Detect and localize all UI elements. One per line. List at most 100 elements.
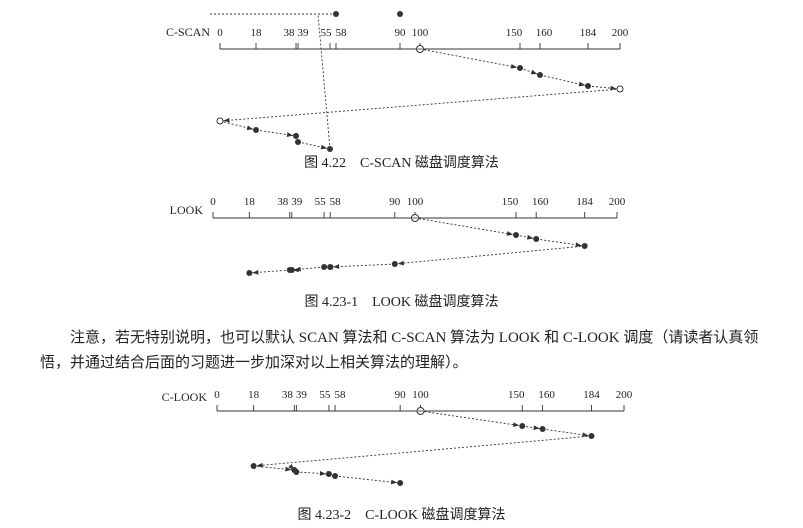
request-point bbox=[397, 11, 403, 17]
seek-segment bbox=[419, 48, 518, 68]
request-point bbox=[332, 473, 339, 479]
cscan-caption: 图 4.22 C-SCAN 磁盘调度算法 bbox=[304, 156, 499, 171]
tick-label: 160 bbox=[538, 389, 555, 401]
request-point bbox=[588, 433, 595, 439]
seek-arrowhead bbox=[390, 479, 398, 485]
request-point bbox=[513, 232, 519, 238]
note-paragraph: 注意，若无特别说明，也可以默认 SCAN 算法和 C-SCAN 算法为 LOOK… bbox=[40, 326, 770, 376]
request-point bbox=[286, 267, 293, 273]
seek-arrowhead bbox=[533, 425, 540, 431]
seek-arrowhead bbox=[292, 267, 299, 273]
seek-arrowhead bbox=[510, 63, 518, 69]
tick-label: 200 bbox=[609, 196, 626, 208]
request-point bbox=[246, 270, 253, 276]
boundary-point bbox=[616, 85, 624, 93]
look-caption: 图 4.23-1 LOOK 磁盘调度算法 bbox=[304, 295, 499, 310]
tick-label: 0 bbox=[210, 196, 216, 208]
tick-label: 90 bbox=[395, 27, 407, 39]
tick-label: 150 bbox=[502, 196, 519, 208]
tick-label: 90 bbox=[389, 196, 401, 208]
seek-segment bbox=[397, 245, 585, 265]
seek-segment bbox=[515, 234, 534, 239]
look-diagram: LOOK 0 18 38 39 55 58 90 100 150 160 184 200 bbox=[170, 196, 626, 276]
seek-segment bbox=[542, 428, 589, 437]
seek-arrowhead bbox=[578, 81, 586, 87]
tick-label: 200 bbox=[612, 27, 629, 39]
tick-label: 184 bbox=[580, 27, 597, 39]
cscan-diagram: C-SCAN 0 18 38 39 55 58 90 100 150 160 184 200 bbox=[166, 11, 629, 152]
tick-label: 55 bbox=[315, 196, 327, 208]
clook-diagram: C-LOOK 0 18 38 39 55 58 90 100 150 160 184 200 bbox=[162, 389, 633, 486]
seek-segment bbox=[587, 85, 617, 90]
seek-segment bbox=[539, 74, 586, 86]
request-point bbox=[321, 264, 328, 270]
seek-arrowhead bbox=[512, 422, 520, 428]
seek-arrowhead bbox=[286, 132, 294, 138]
scheme-label: C-LOOK bbox=[162, 390, 208, 404]
request-point bbox=[517, 65, 523, 71]
tick-label: 0 bbox=[217, 27, 223, 39]
tick-label: 39 bbox=[296, 389, 308, 401]
seek-arrowhead bbox=[333, 264, 340, 269]
tick-label: 55 bbox=[319, 389, 331, 401]
request-point bbox=[327, 146, 333, 152]
seek-segment bbox=[519, 67, 538, 75]
seek-arrowhead bbox=[397, 260, 404, 266]
seek-segment bbox=[414, 217, 514, 235]
request-point bbox=[539, 426, 546, 432]
tick-label: 18 bbox=[248, 389, 260, 401]
seek-arrowhead bbox=[223, 117, 230, 123]
tick-label: 58 bbox=[336, 27, 348, 39]
tick-label: 18 bbox=[251, 27, 263, 39]
scheme-label: C-SCAN bbox=[166, 25, 210, 39]
seek-arrowhead bbox=[319, 471, 326, 476]
seek-segment bbox=[420, 410, 520, 427]
tick-label: 150 bbox=[506, 27, 523, 39]
seek-arrowhead bbox=[575, 242, 582, 248]
seek-arrowhead bbox=[252, 269, 259, 275]
tick-label: 100 bbox=[412, 389, 429, 401]
seek-segment bbox=[256, 435, 592, 467]
tick-label: 38 bbox=[282, 389, 294, 401]
seek-arrowhead bbox=[506, 231, 514, 236]
tick-label: 18 bbox=[244, 196, 256, 208]
request-point bbox=[293, 133, 299, 139]
tick-label: 160 bbox=[536, 27, 553, 39]
request-point bbox=[391, 261, 398, 267]
request-point bbox=[327, 264, 334, 270]
request-point bbox=[397, 480, 404, 486]
tick-label: 58 bbox=[335, 389, 347, 401]
tick-label: 184 bbox=[576, 196, 593, 208]
seek-segment bbox=[333, 263, 395, 268]
request-point bbox=[585, 83, 591, 89]
seek-segment bbox=[334, 475, 398, 484]
request-point bbox=[250, 463, 257, 469]
tick-label: 39 bbox=[298, 27, 310, 39]
request-point bbox=[533, 236, 540, 242]
seek-segment bbox=[317, 13, 331, 150]
tick-label: 39 bbox=[291, 196, 303, 208]
request-point bbox=[519, 423, 526, 429]
tick-label: 38 bbox=[284, 27, 296, 39]
note-text: 注意，若无特别说明，也可以默认 SCAN 算法和 C-SCAN 算法为 LOOK… bbox=[40, 330, 759, 371]
seek-arrowhead bbox=[246, 125, 254, 131]
tick-label: 90 bbox=[395, 389, 407, 401]
seek-arrowhead bbox=[256, 462, 263, 468]
tick-label: 184 bbox=[583, 389, 600, 401]
seek-arrowhead bbox=[285, 466, 292, 472]
seek-arrowhead bbox=[530, 69, 538, 75]
request-point bbox=[537, 72, 543, 78]
tick-label: 58 bbox=[330, 196, 342, 208]
tick-label: 200 bbox=[616, 389, 633, 401]
tick-label: 160 bbox=[532, 196, 549, 208]
seek-arrowhead bbox=[582, 432, 589, 438]
scheme-label: LOOK bbox=[170, 203, 204, 217]
seek-segment bbox=[522, 425, 540, 430]
tick-label: 150 bbox=[508, 389, 525, 401]
tick-label: 55 bbox=[321, 27, 333, 39]
seek-segment bbox=[223, 88, 621, 122]
tick-label: 38 bbox=[277, 196, 289, 208]
clook-caption: 图 4.23-2 C-LOOK 磁盘调度算法 bbox=[297, 508, 506, 523]
seek-arrowhead bbox=[526, 234, 534, 240]
request-point bbox=[253, 127, 259, 133]
